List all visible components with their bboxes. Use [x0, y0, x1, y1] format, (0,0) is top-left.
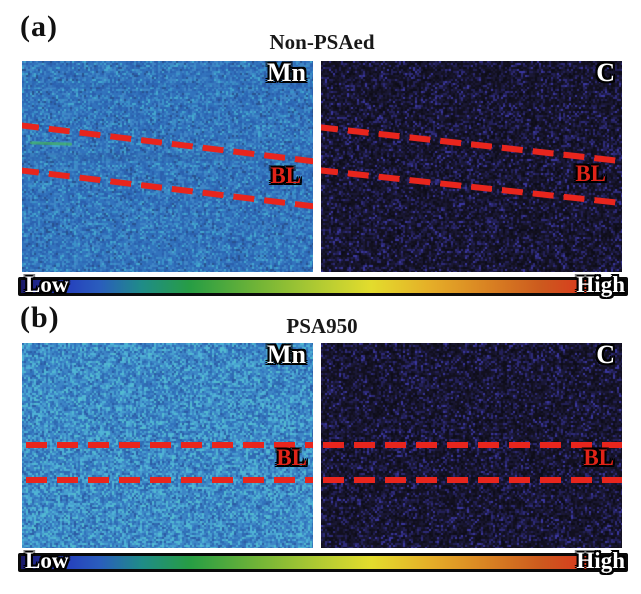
- colorbar-gradient: [21, 556, 625, 569]
- boundary-line-upper: [323, 442, 622, 448]
- map-b-c: C BL: [321, 343, 622, 548]
- panel-b: (b) PSA950 Mn BL C BL Low High: [0, 297, 641, 594]
- colorbar-low-label: Low: [25, 549, 68, 573]
- colorbar-b: Low High: [18, 553, 628, 572]
- bl-label: BL: [575, 161, 606, 187]
- colorbar-high-label: High: [576, 549, 625, 573]
- colorbar-a: Low High: [18, 277, 628, 296]
- eds-mapping-figure: (a) Non-PSAed Mn BL C BL Low High: [0, 0, 641, 594]
- map-a-mn: Mn BL: [22, 61, 313, 272]
- element-label-mn: Mn: [267, 61, 306, 88]
- colorbar-low-label: Low: [25, 273, 68, 297]
- panel-b-title: PSA950: [22, 314, 622, 339]
- bl-label: BL: [270, 163, 301, 189]
- map-a-c: C BL: [321, 61, 622, 272]
- panel-a: (a) Non-PSAed Mn BL C BL Low High: [0, 0, 641, 297]
- colorbar-high-label: High: [576, 273, 625, 297]
- boundary-line-lower: [323, 477, 622, 483]
- boundary-line-lower: [26, 477, 313, 483]
- panel-a-title: Non-PSAed: [22, 30, 622, 55]
- bl-label: BL: [583, 445, 614, 471]
- element-label-mn: Mn: [267, 343, 306, 370]
- bl-label: BL: [276, 445, 307, 471]
- element-label-c: C: [596, 61, 615, 88]
- element-label-c: C: [596, 343, 615, 370]
- map-b-mn: Mn BL: [22, 343, 313, 548]
- colorbar-gradient: [21, 280, 625, 293]
- boundary-line-upper: [26, 442, 313, 448]
